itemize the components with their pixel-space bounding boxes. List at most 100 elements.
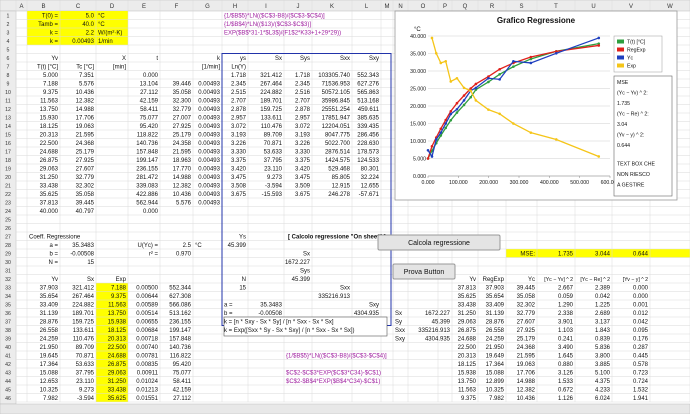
table-cell: 189.701 — [72, 311, 94, 317]
y-tick-label: 0.000 — [413, 174, 426, 180]
data-point — [529, 57, 533, 61]
data-point — [469, 87, 472, 90]
table-cell: 321.412 — [260, 73, 282, 79]
row-number: 40 — [5, 345, 11, 351]
row-number: 38 — [5, 328, 11, 334]
calc-label: Sys — [300, 268, 310, 274]
table-cell: 32.302 — [517, 302, 536, 308]
table-cell: 18.125 — [40, 124, 59, 130]
button[interactable] — [392, 263, 456, 280]
param-label: T(0) = — [42, 13, 59, 19]
text-box-line: 3.04 — [617, 122, 627, 128]
table-cell: 35.625 — [108, 396, 127, 402]
table-cell: 37.813 — [40, 200, 59, 206]
button-label[interactable]: Calcola regressione — [408, 240, 470, 247]
data-point — [462, 103, 466, 107]
mse-value: 1.735 — [558, 251, 574, 257]
text-box-line: TEXT BOX CHE — [617, 162, 655, 168]
table-cell: 3.226 — [231, 141, 247, 147]
table-cell: 9.375 — [461, 396, 477, 402]
calc-label: Sx — [303, 251, 310, 257]
table-cell: 110.476 — [73, 336, 95, 342]
table-cell: 75.077 — [173, 370, 192, 376]
table-cell: 385.635 — [357, 115, 379, 121]
row-number: 1 — [7, 13, 10, 19]
table-cell: 42.159 — [173, 387, 192, 393]
table-cell: 35.625 — [40, 192, 59, 198]
table-cell: 33.438 — [40, 183, 59, 189]
sum-label: Sy — [395, 319, 402, 325]
table-cell: 0.01024 — [136, 379, 158, 385]
table-header: T(t) [°C] — [37, 64, 58, 70]
row-number: 12 — [5, 107, 11, 113]
y-tick-label: 15.000 — [410, 122, 426, 128]
x-tick-label: 100.000 — [449, 180, 468, 186]
row-number: 6 — [7, 56, 10, 62]
table-cell: 17.770 — [173, 166, 192, 172]
table-cell: 3.475 — [231, 175, 247, 181]
row-number: 20 — [5, 175, 11, 181]
y-tick-label: 25.000 — [410, 87, 426, 93]
table-cell: 3.508 — [231, 183, 247, 189]
table-cell: 0.00684 — [136, 328, 158, 334]
table-cell: 0.00493 — [198, 132, 220, 138]
calc-label: Ys — [239, 234, 246, 240]
table-cell: 339.435 — [357, 124, 379, 130]
data-point — [439, 127, 443, 131]
data-point — [469, 95, 472, 99]
table-cell: 0.723 — [633, 370, 649, 376]
button-label[interactable]: Prova Button — [404, 269, 445, 276]
table-cell: 224.882 — [260, 90, 282, 96]
table-header: Ln(Y) — [231, 64, 246, 70]
row-number: 39 — [5, 336, 11, 342]
table-cell: 17.706 — [76, 115, 95, 121]
data-point — [444, 122, 448, 125]
row-number: 7 — [7, 64, 10, 70]
table-cell: 124.533 — [357, 158, 379, 164]
table-cell: 236.155 — [136, 166, 158, 172]
coeff-value: 15 — [87, 260, 94, 266]
mse-value: 0.644 — [633, 251, 649, 257]
table-cell: 0.00718 — [136, 336, 158, 342]
sum-value: 335216.913 — [418, 328, 450, 334]
column-header: T — [554, 4, 558, 10]
row-number: 21 — [5, 183, 11, 189]
table-cell: 0.00655 — [136, 319, 158, 325]
row-number: 30 — [5, 260, 11, 266]
data-point — [434, 138, 438, 141]
data-point — [474, 99, 478, 102]
row-number: 27 — [5, 234, 11, 240]
table-cell: 12.382 — [517, 387, 536, 393]
table-cell: 0.042 — [595, 294, 611, 300]
table-cell: 189.701 — [260, 98, 282, 104]
table-cell: 1.718 — [231, 73, 247, 79]
table-cell: 5.836 — [595, 345, 611, 351]
table-cell: 29.063 — [40, 166, 59, 172]
data-point — [487, 108, 490, 111]
data-point — [462, 99, 466, 102]
coeff-value: 2.5 — [183, 243, 192, 249]
data-point — [439, 134, 443, 137]
table-cell: 7.188 — [111, 285, 127, 291]
table-cell: 2.957 — [231, 115, 247, 121]
data-point — [597, 42, 601, 45]
table-cell: 14.988 — [173, 175, 192, 181]
calc-value: 15 — [239, 285, 246, 291]
row-number: 31 — [5, 268, 11, 274]
row-number: 37 — [5, 319, 11, 325]
coeff-label: b = — [49, 251, 58, 257]
table-cell: 70.871 — [264, 141, 283, 147]
table-header: [min] — [113, 64, 126, 70]
table-cell: 7.982 — [43, 396, 59, 402]
table-header: RegExp — [483, 277, 505, 283]
table-header: Exp — [116, 277, 127, 283]
table-cell: 31.250 — [458, 311, 477, 317]
table-cell: -57.671 — [359, 192, 380, 198]
table-header: [1/min] — [202, 64, 220, 70]
table-cell: 32.302 — [76, 183, 95, 189]
row-number: 16 — [5, 141, 11, 147]
table-cell: 0.00493 — [198, 183, 220, 189]
table-header: Sys — [300, 56, 310, 62]
table-cell: 33.438 — [458, 302, 477, 308]
button[interactable] — [377, 234, 501, 251]
